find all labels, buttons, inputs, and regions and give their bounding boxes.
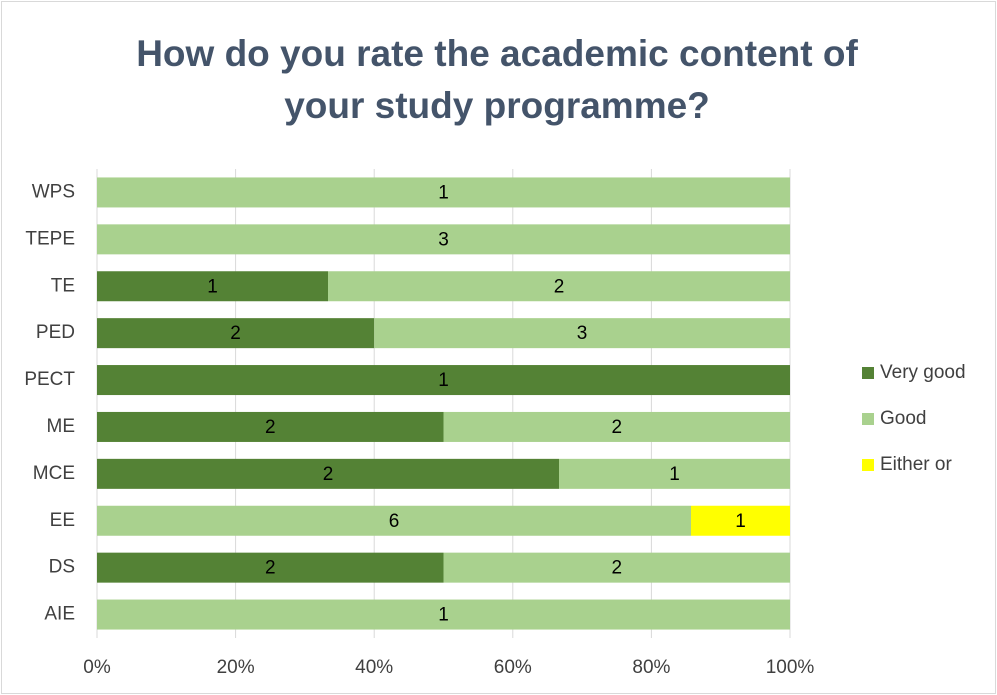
y-tick-label: PECT: [24, 369, 75, 390]
bar-segment: [691, 505, 790, 536]
data-label: 2: [230, 323, 241, 344]
y-tick-label: MCE: [33, 463, 75, 484]
y-tick-label: PED: [36, 322, 75, 343]
bar-segment: [97, 318, 375, 349]
y-tick-label: DS: [49, 557, 75, 578]
legend-label: Very good: [880, 362, 966, 383]
legend-swatch: [862, 459, 874, 471]
x-tick-label: 40%: [355, 657, 393, 678]
bar-segment: [97, 224, 790, 255]
bar-segment: [374, 318, 790, 349]
bar-segment: [328, 271, 790, 302]
bar-segment: [97, 411, 444, 442]
bar-segment: [97, 458, 559, 489]
y-tick-label: AIE: [44, 604, 75, 625]
y-tick-label: TE: [51, 275, 75, 296]
data-label: 2: [323, 464, 334, 485]
x-tick-label: 100%: [766, 657, 815, 678]
x-tick-label: 0%: [83, 657, 111, 678]
bar-segment: [97, 177, 790, 208]
data-label: 1: [669, 464, 680, 485]
bar-segment: [97, 599, 790, 630]
data-label: 1: [735, 511, 746, 532]
y-tick-label: TEPE: [25, 228, 75, 249]
data-label: 1: [438, 182, 449, 203]
data-label: 2: [265, 417, 276, 438]
x-tick-label: 20%: [217, 657, 255, 678]
x-tick-label: 80%: [632, 657, 670, 678]
bar-segment: [443, 411, 790, 442]
data-label: 2: [554, 276, 565, 297]
legend-label: Good: [880, 408, 926, 429]
bar-segment: [97, 505, 691, 536]
data-label: 1: [207, 276, 218, 297]
y-tick-label: WPS: [32, 181, 75, 202]
bar-segment: [97, 271, 328, 302]
bar-segment: [97, 365, 790, 396]
chart-title: How do you rate the academic content of …: [136, 33, 858, 126]
legend-swatch: [862, 367, 874, 379]
x-tick-label: 60%: [494, 657, 532, 678]
data-label: 1: [438, 370, 449, 391]
data-label: 3: [577, 323, 588, 344]
legend-swatch: [862, 413, 874, 425]
y-tick-label: EE: [50, 510, 75, 531]
legend-label: Either or: [880, 454, 952, 475]
y-tick-label: ME: [47, 416, 76, 437]
bar-segment: [443, 552, 790, 583]
data-label: 3: [438, 229, 449, 250]
data-label: 2: [611, 417, 622, 438]
bar-segment: [97, 552, 444, 583]
data-label: 2: [611, 558, 622, 579]
data-label: 1: [438, 605, 449, 626]
data-label: 2: [265, 558, 276, 579]
bar-segment: [559, 458, 790, 489]
data-label: 6: [389, 511, 400, 532]
